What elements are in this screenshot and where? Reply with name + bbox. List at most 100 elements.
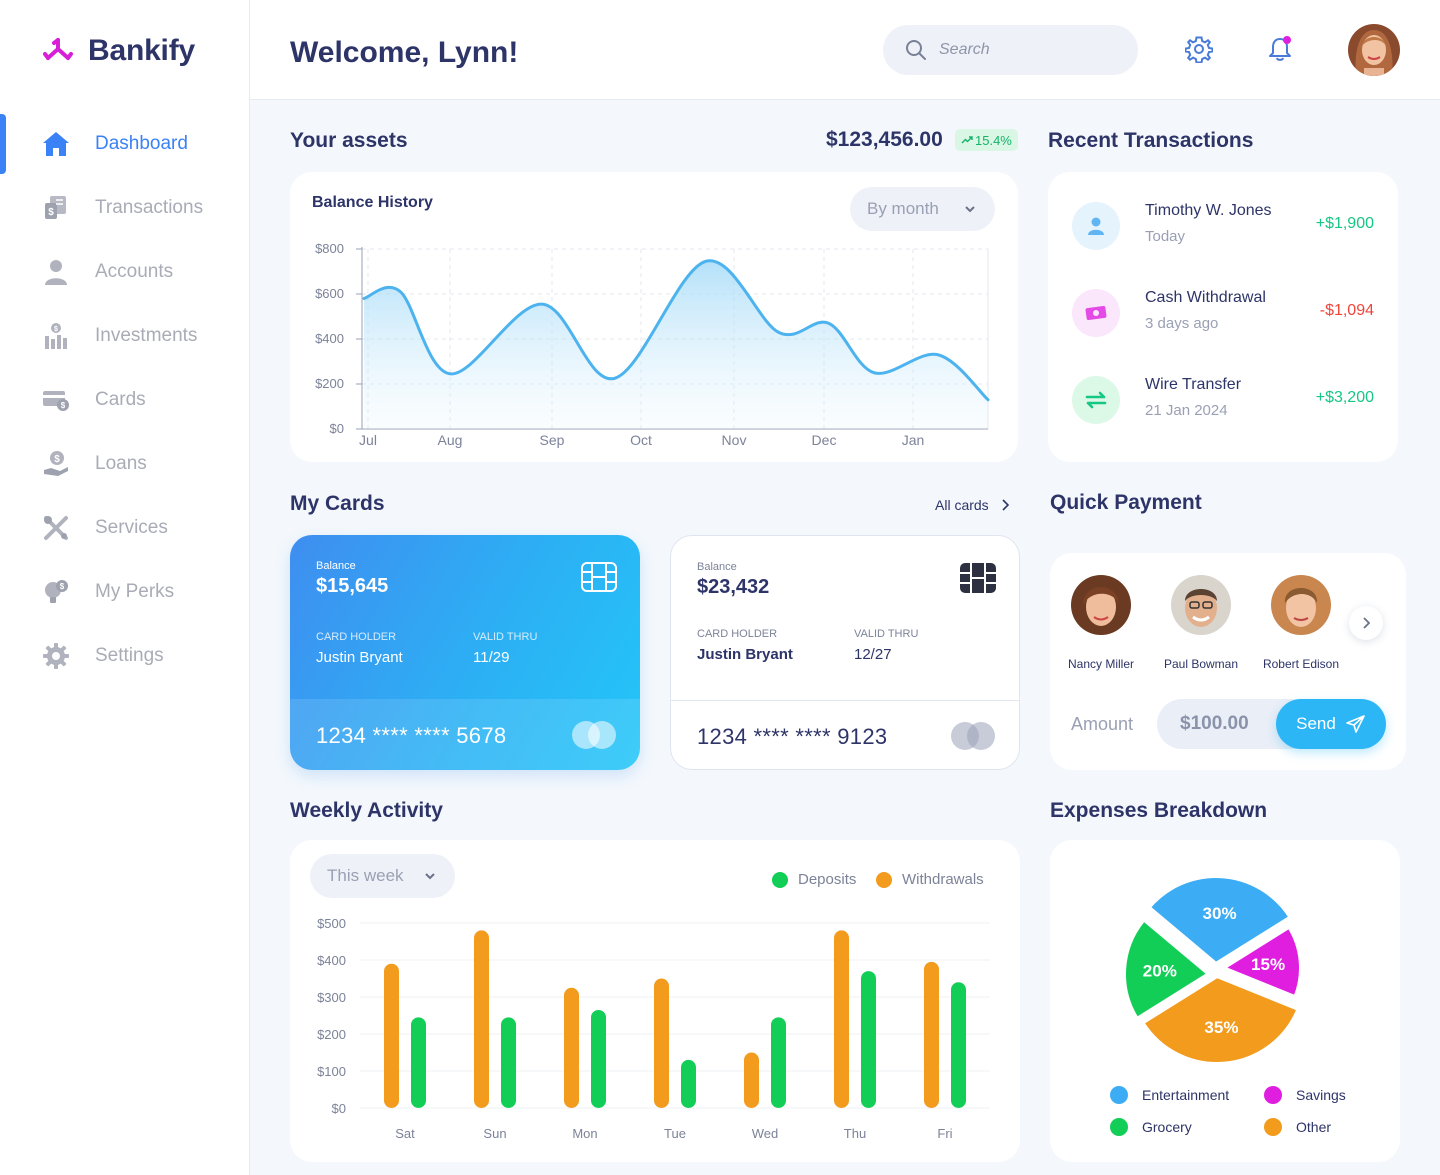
y-tick-label: $0 (330, 421, 344, 436)
transaction-date: 21 Jan 2024 (1145, 402, 1228, 419)
all-cards-label: All cards (935, 497, 989, 513)
bar-withdrawals (384, 963, 399, 1108)
transaction-row[interactable]: Wire Transfer 21 Jan 2024 +$3,200 (1072, 369, 1374, 429)
contact-name: Paul Bowman (1163, 657, 1239, 671)
brand-name: Bankify (88, 34, 195, 67)
card-valid-date: 12/27 (854, 646, 892, 663)
search-bar[interactable] (883, 25, 1138, 75)
card-valid-label: VALID THRU (854, 628, 919, 640)
legend-label: Deposits (798, 871, 857, 888)
quick-payment-card: Nancy Miller Paul Bowman Robert Edison A… (1050, 553, 1406, 770)
transaction-row[interactable]: Timothy W. Jones Today +$1,900 (1072, 195, 1374, 255)
expenses-card: 30% 15% 35% 20% Entertainment Savings Groce… (1050, 840, 1400, 1162)
sidebar-item-transactions[interactable]: $ Transactions (0, 176, 250, 240)
week-dropdown[interactable]: This week (310, 854, 455, 898)
legend-label: Other (1296, 1119, 1332, 1135)
sidebar-item-label: Investments (95, 325, 198, 346)
x-tick-label: Dec (812, 432, 837, 448)
bar-deposits (771, 1017, 786, 1108)
week-dropdown-value: This week (327, 866, 404, 885)
contact-nancy-miller[interactable]: Nancy Miller (1051, 575, 1151, 671)
svg-text:$: $ (48, 207, 54, 218)
transaction-name: Timothy W. Jones (1145, 202, 1272, 219)
sidebar-item-accounts[interactable]: Accounts (0, 240, 250, 304)
sidebar-item-my-perks[interactable]: $ My Perks (0, 560, 250, 624)
chevron-down-icon (965, 206, 975, 213)
logo[interactable]: Bankify (42, 34, 195, 68)
legend-grocery: Grocery (1110, 1118, 1192, 1136)
weekly-activity-card: This week Deposits Withdrawals $0 $100 $20… (290, 840, 1020, 1162)
settings-gear-icon[interactable] (1184, 34, 1214, 64)
contact-avatar (1071, 575, 1131, 635)
contact-robert-edison[interactable]: Robert Edison (1251, 575, 1351, 671)
sidebar-item-settings[interactable]: Settings (0, 624, 250, 688)
contact-avatar (1271, 575, 1331, 635)
y-tick-label: $400 (317, 953, 346, 968)
transaction-date: Today (1145, 228, 1186, 245)
weekly-activity-title: Weekly Activity (290, 799, 443, 822)
svg-text:$: $ (61, 401, 66, 410)
user-avatar[interactable] (1348, 24, 1400, 76)
legend-label: Entertainment (1142, 1087, 1230, 1103)
contact-paul-bowman[interactable]: Paul Bowman (1151, 575, 1251, 671)
deposits-dot-icon (772, 871, 788, 888)
sidebar-item-cards[interactable]: $ Cards (0, 368, 250, 432)
x-tick-label: Aug (438, 432, 463, 448)
transaction-row[interactable]: Cash Withdrawal 3 days ago -$1,094 (1072, 282, 1374, 342)
x-tick-label: Wed (752, 1126, 779, 1141)
credit-card-secondary[interactable]: Balance $23,432 CARD HOLDER Justin Bryan… (670, 535, 1020, 770)
chevron-down-icon (425, 873, 435, 880)
legend-label: Withdrawals (902, 871, 984, 888)
sidebar-item-dashboard[interactable]: Dashboard (0, 112, 250, 176)
sidebar-item-label: Transactions (95, 197, 204, 218)
legend-deposits: Deposits (772, 871, 856, 888)
expenses-pie-chart: 30% 15% 35% 20% (1122, 874, 1303, 1066)
credit-card-primary[interactable]: Balance $15,645 CARD HOLDER Justin Bryan… (290, 535, 640, 770)
sidebar-item-loans[interactable]: $ Loans (0, 432, 250, 496)
x-tick-label: Fri (937, 1126, 952, 1141)
transaction-date: 3 days ago (1145, 315, 1219, 332)
mastercard-logo-icon (572, 721, 616, 749)
user-icon (1072, 202, 1120, 250)
sidebar-item-label: Services (95, 517, 168, 538)
y-tick-label: $200 (315, 376, 344, 391)
y-tick-label: $400 (315, 331, 344, 346)
header: Welcome, Lynn! (250, 0, 1440, 100)
card-balance: $23,432 (697, 576, 770, 598)
my-cards-title: My Cards (290, 492, 385, 515)
svg-text:$: $ (54, 454, 60, 465)
y-tick-label: $300 (317, 990, 346, 1005)
x-tick-label: Mon (572, 1126, 597, 1141)
transaction-name: Wire Transfer (1145, 376, 1242, 393)
search-input[interactable] (939, 41, 1109, 59)
send-button[interactable]: Send (1276, 699, 1386, 749)
pie-label: 20% (1143, 962, 1177, 981)
x-tick-label: Sun (483, 1126, 506, 1141)
legend-entertainment: Entertainment (1110, 1086, 1229, 1104)
sidebar-item-label: Accounts (95, 261, 174, 282)
legend-savings: Savings (1264, 1086, 1346, 1104)
home-icon (40, 128, 72, 160)
contact-name: Nancy Miller (1067, 657, 1134, 671)
notification-bell-icon[interactable] (1265, 34, 1295, 64)
weekly-activity-chart: $0 $100 $200 $300 $400 $500 Sat Sun Mon Tue Wed Thu… (317, 916, 990, 1141)
x-tick-label: Jan (902, 432, 925, 448)
sidebar-item-investments[interactable]: $ Investments (0, 304, 250, 368)
contacts-next-button[interactable] (1349, 606, 1383, 640)
cash-icon (1072, 289, 1120, 337)
pie-slice-other (1140, 974, 1301, 1066)
bar-deposits (501, 1017, 516, 1108)
contact-avatar (1171, 575, 1231, 635)
x-tick-label: Sat (395, 1126, 415, 1141)
all-cards-link[interactable]: All cards (935, 497, 1009, 513)
bar-withdrawals (564, 987, 579, 1108)
period-dropdown[interactable]: By month (850, 187, 995, 231)
card-balance-label: Balance (316, 560, 356, 572)
sidebar-item-services[interactable]: Services (0, 496, 250, 560)
pie-slice-grocery (1122, 917, 1211, 1022)
chevron-right-icon (1363, 617, 1370, 629)
sidebar-item-label: Loans (95, 453, 147, 474)
paper-plane-icon (1346, 715, 1365, 733)
services-icon (40, 512, 72, 544)
card-balance-label: Balance (697, 561, 737, 573)
